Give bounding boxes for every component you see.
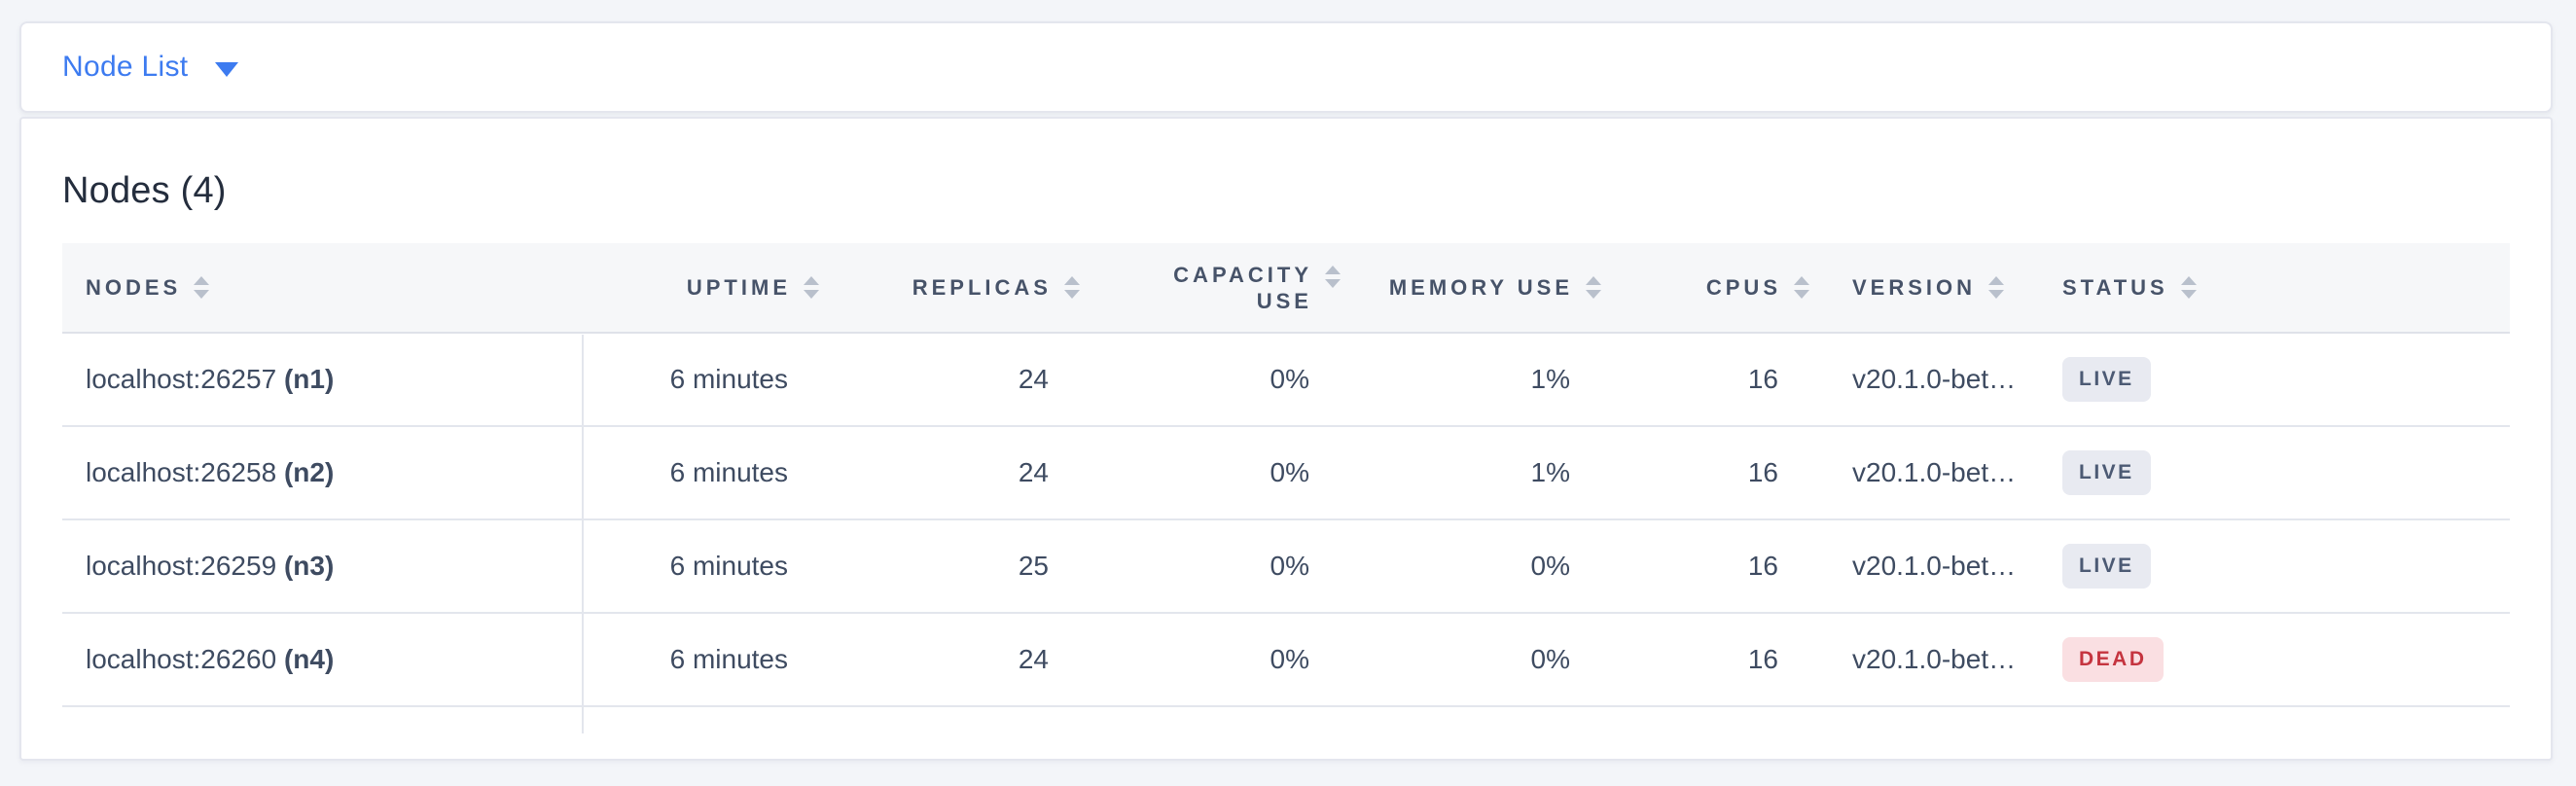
table-row: localhost:26259 (n3) 6 minutes 25 0% 0% 16 v20… xyxy=(62,519,2510,614)
column-header-version[interactable]: VERSION xyxy=(1827,243,2037,334)
node-address-cell[interactable]: localhost:26259 (n3) xyxy=(62,519,582,614)
memory-use-cell: 1% xyxy=(1358,333,1619,427)
nodes-table-wrap: NODES UPTIME REPLICAS CAPACITY USE MEMORY US… xyxy=(62,243,2510,733)
table-row: localhost:26258 (n2) 6 minutes 24 0% 1% 16 v20… xyxy=(62,426,2510,520)
panel-title: Nodes (4) xyxy=(62,170,227,211)
replicas-cell: 24 xyxy=(837,613,1097,707)
column-header-replicas[interactable]: REPLICAS xyxy=(837,243,1097,334)
node-address-cell[interactable]: localhost:26258 (n2) xyxy=(62,426,582,520)
replicas-cell: 24 xyxy=(837,333,1097,427)
column-header-cpus[interactable]: CPUS xyxy=(1619,243,1827,334)
table-body: localhost:26257 (n1) 6 minutes 24 0% 1% 16 v20… xyxy=(62,333,2510,707)
sort-icon xyxy=(1586,276,1601,299)
cpus-cell: 16 xyxy=(1619,426,1827,520)
replicas-cell: 24 xyxy=(837,426,1097,520)
node-address: localhost:26258 xyxy=(86,457,277,487)
node-id: (n1) xyxy=(283,364,335,394)
node-address: localhost:26259 xyxy=(86,551,277,581)
status-badge: LIVE xyxy=(2062,357,2151,402)
version-cell: v20.1.0-bet… xyxy=(1827,613,2037,707)
column-header-label: STATUS xyxy=(2062,275,2168,300)
nodes-column-divider xyxy=(582,335,584,733)
column-header-label: MEMORY USE xyxy=(1388,275,1573,300)
column-header-memory-use[interactable]: MEMORY USE xyxy=(1358,243,1619,334)
capacity-use-cell: 0% xyxy=(1097,426,1358,520)
sort-icon xyxy=(2180,276,2197,299)
uptime-cell: 6 minutes xyxy=(582,426,837,520)
column-header-label: UPTIME xyxy=(686,275,791,300)
version-cell: v20.1.0-bet… xyxy=(1827,519,2037,614)
node-id: (n3) xyxy=(283,551,335,581)
sort-icon xyxy=(804,276,819,299)
uptime-cell: 6 minutes xyxy=(582,519,837,614)
table-row: localhost:26257 (n1) 6 minutes 24 0% 1% 16 v20… xyxy=(62,333,2510,427)
column-header-label: NODES xyxy=(86,275,182,300)
capacity-use-cell: 0% xyxy=(1097,333,1358,427)
sort-icon xyxy=(194,276,210,299)
version-cell: v20.1.0-bet… xyxy=(1827,426,2037,520)
sort-icon xyxy=(1325,265,1341,288)
cpus-cell: 16 xyxy=(1619,519,1827,614)
status-cell: LIVE xyxy=(2037,519,2510,614)
node-address-cell[interactable]: localhost:26257 (n1) xyxy=(62,333,582,427)
uptime-cell: 6 minutes xyxy=(582,613,837,707)
nodes-panel: Nodes (4) NODES UPTIME REPLICAS CAPACITY US… xyxy=(19,117,2553,761)
memory-use-cell: 0% xyxy=(1358,613,1619,707)
status-badge: LIVE xyxy=(2062,450,2151,495)
status-cell: LIVE xyxy=(2037,426,2510,520)
replicas-cell: 25 xyxy=(837,519,1097,614)
uptime-cell: 6 minutes xyxy=(582,333,837,427)
column-header-label: REPLICAS xyxy=(912,275,1052,300)
view-dropdown[interactable]: Node List xyxy=(62,51,239,84)
status-cell: DEAD xyxy=(2037,613,2510,707)
column-header-label: CAPACITY USE xyxy=(1173,262,1312,313)
view-dropdown-label: Node List xyxy=(62,51,189,83)
column-header-status[interactable]: STATUS xyxy=(2037,243,2510,334)
memory-use-cell: 0% xyxy=(1358,519,1619,614)
status-badge: DEAD xyxy=(2062,637,2164,682)
sort-icon xyxy=(1988,276,2005,299)
nodes-table: NODES UPTIME REPLICAS CAPACITY USE MEMORY US… xyxy=(62,243,2510,707)
sort-icon xyxy=(1794,276,1809,299)
cpus-cell: 16 xyxy=(1619,333,1827,427)
node-id: (n4) xyxy=(283,644,335,674)
status-badge: LIVE xyxy=(2062,544,2151,589)
sort-icon xyxy=(1064,276,1080,299)
node-address: localhost:26257 xyxy=(86,364,277,394)
status-cell: LIVE xyxy=(2037,333,2510,427)
table-row: localhost:26260 (n4) 6 minutes 24 0% 0% 16 v20… xyxy=(62,613,2510,707)
capacity-use-cell: 0% xyxy=(1097,519,1358,614)
node-address-cell[interactable]: localhost:26260 (n4) xyxy=(62,613,582,707)
version-cell: v20.1.0-bet… xyxy=(1827,333,2037,427)
table-header-row: NODES UPTIME REPLICAS CAPACITY USE MEMORY US… xyxy=(62,243,2510,334)
node-address: localhost:26260 xyxy=(86,644,277,674)
column-header-label: CPUS xyxy=(1705,275,1781,300)
capacity-use-cell: 0% xyxy=(1097,613,1358,707)
memory-use-cell: 1% xyxy=(1358,426,1619,520)
column-header-nodes[interactable]: NODES xyxy=(62,243,582,334)
column-header-label: VERSION xyxy=(1852,275,1977,300)
column-header-capacity-use[interactable]: CAPACITY USE xyxy=(1097,243,1358,334)
node-id: (n2) xyxy=(283,457,335,487)
column-header-uptime[interactable]: UPTIME xyxy=(582,243,837,334)
table-header: NODES UPTIME REPLICAS CAPACITY USE MEMORY US… xyxy=(62,243,2510,334)
caret-down-icon xyxy=(215,61,239,77)
cpus-cell: 16 xyxy=(1619,613,1827,707)
view-selector-bar: Node List xyxy=(19,21,2553,113)
